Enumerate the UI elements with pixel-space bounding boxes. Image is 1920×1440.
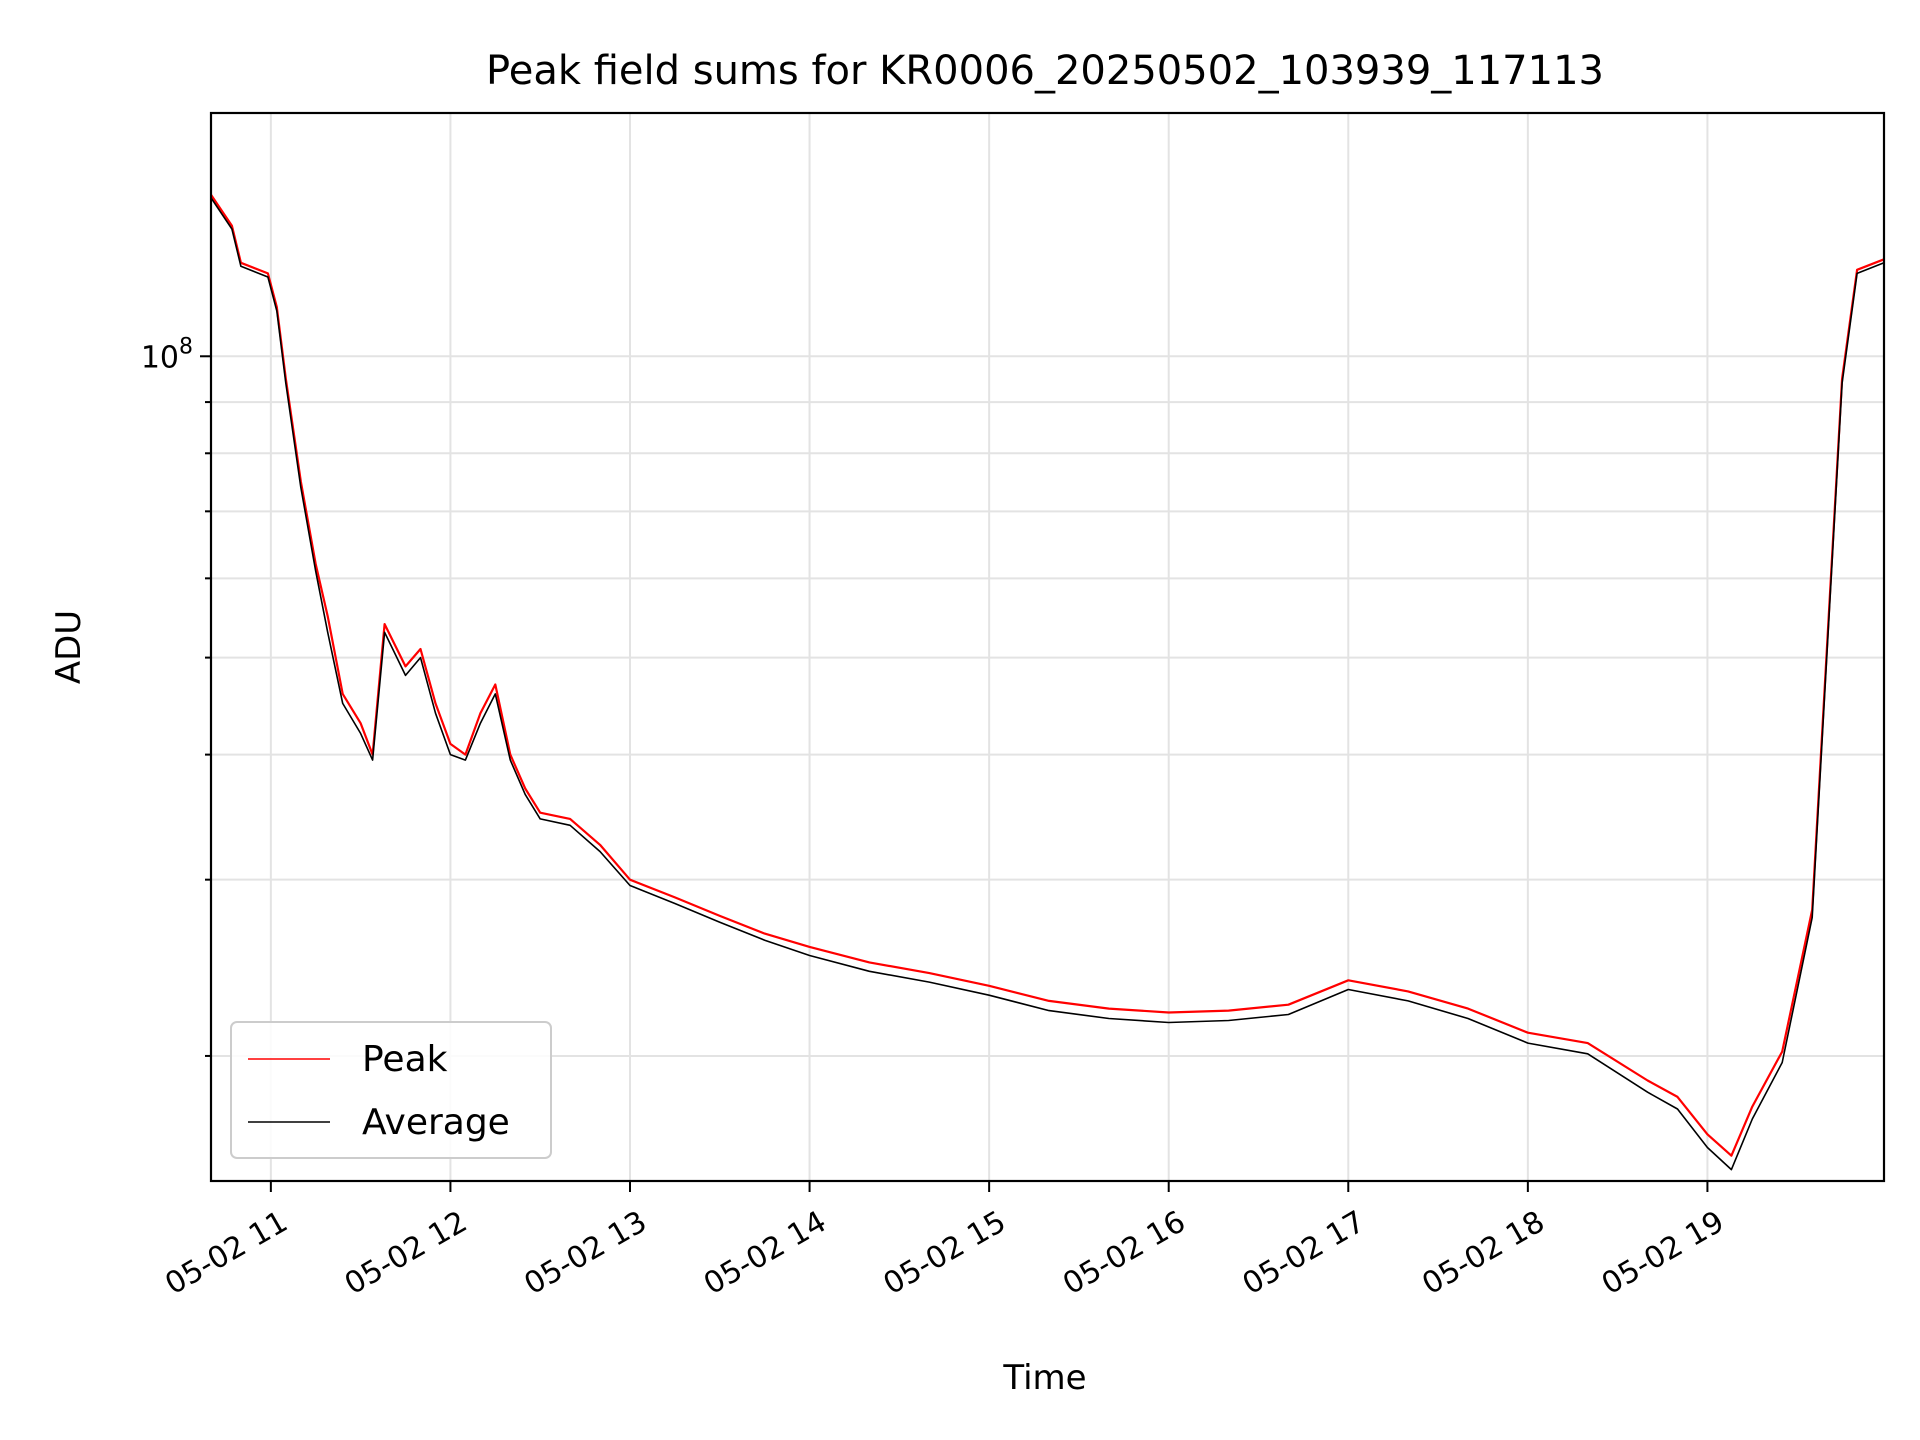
grid <box>211 113 1884 1181</box>
y-axis-label: ADU <box>49 610 89 684</box>
x-tick-label-6: 05-02 17 <box>1237 1204 1371 1302</box>
x-tick-label-1: 05-02 12 <box>339 1204 473 1302</box>
x-tick-label-4: 05-02 15 <box>878 1204 1012 1302</box>
plot-frame <box>209 111 1886 1183</box>
legend: Peak Average <box>230 1021 552 1159</box>
x-tick-label-5: 05-02 16 <box>1057 1204 1191 1302</box>
series-line-average <box>210 197 1885 1171</box>
legend-label-peak: Peak <box>362 1039 448 1080</box>
series-layer <box>210 194 1885 1171</box>
x-tick-label-0: 05-02 11 <box>159 1204 293 1302</box>
x-axis-label: Time <box>1002 1358 1086 1398</box>
x-tick-label-8: 05-02 19 <box>1596 1204 1730 1302</box>
x-tick-label-3: 05-02 14 <box>698 1204 832 1302</box>
y-tick-label-major: 108 <box>141 334 193 375</box>
legend-box <box>230 1021 552 1159</box>
series-line-peak <box>210 194 1885 1157</box>
chart-title: Peak field sums for KR0006_20250502_1039… <box>486 48 1604 94</box>
legend-label-average: Average <box>362 1102 510 1143</box>
x-tick-label-2: 05-02 13 <box>518 1204 652 1302</box>
x-tick-label-7: 05-02 18 <box>1416 1204 1550 1302</box>
